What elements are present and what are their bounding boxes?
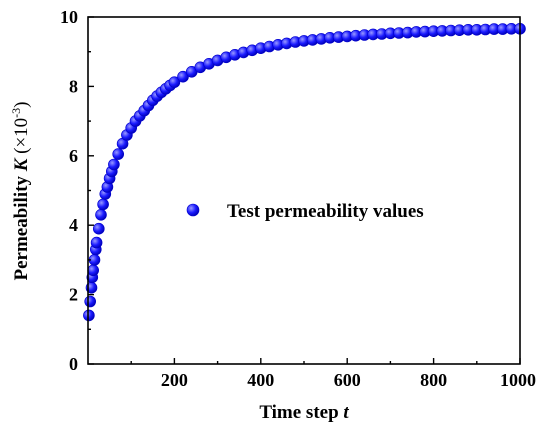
data-point bbox=[90, 236, 103, 249]
data-point bbox=[93, 222, 105, 235]
data-point bbox=[97, 198, 109, 211]
y-tick-label: 8 bbox=[69, 76, 78, 96]
y-axis: 0 2 4 6 8 10 bbox=[60, 7, 94, 374]
legend: Test permeability values bbox=[186, 201, 424, 222]
x-tick-label: 600 bbox=[334, 370, 361, 390]
x-tick-label: 800 bbox=[420, 370, 447, 390]
data-point bbox=[87, 264, 99, 277]
y-tick-label: 10 bbox=[60, 7, 78, 27]
x-axis-title: Time step t bbox=[259, 402, 349, 423]
y-tick-label: 0 bbox=[69, 354, 78, 374]
y-tick-label: 4 bbox=[69, 215, 78, 235]
x-tick-label: 200 bbox=[161, 370, 188, 390]
y-tick-label: 2 bbox=[69, 285, 78, 305]
plot-frame bbox=[87, 16, 521, 365]
data-point bbox=[95, 209, 107, 221]
data-points bbox=[83, 22, 526, 322]
data-point bbox=[112, 148, 124, 160]
data-point bbox=[83, 309, 95, 322]
x-tick-label: 400 bbox=[247, 370, 274, 390]
legend-marker bbox=[186, 203, 200, 217]
x-axis: 200 400 600 800 1000 bbox=[130, 358, 536, 390]
x-tick-label: 1000 bbox=[500, 370, 536, 390]
y-axis-title: Permeability K (×10-3) bbox=[9, 101, 32, 280]
data-point bbox=[108, 158, 120, 171]
y-tick-label: 6 bbox=[69, 146, 78, 166]
data-point bbox=[84, 295, 96, 308]
data-point bbox=[177, 70, 189, 83]
data-point bbox=[168, 76, 181, 88]
legend-label: Test permeability values bbox=[227, 201, 424, 222]
